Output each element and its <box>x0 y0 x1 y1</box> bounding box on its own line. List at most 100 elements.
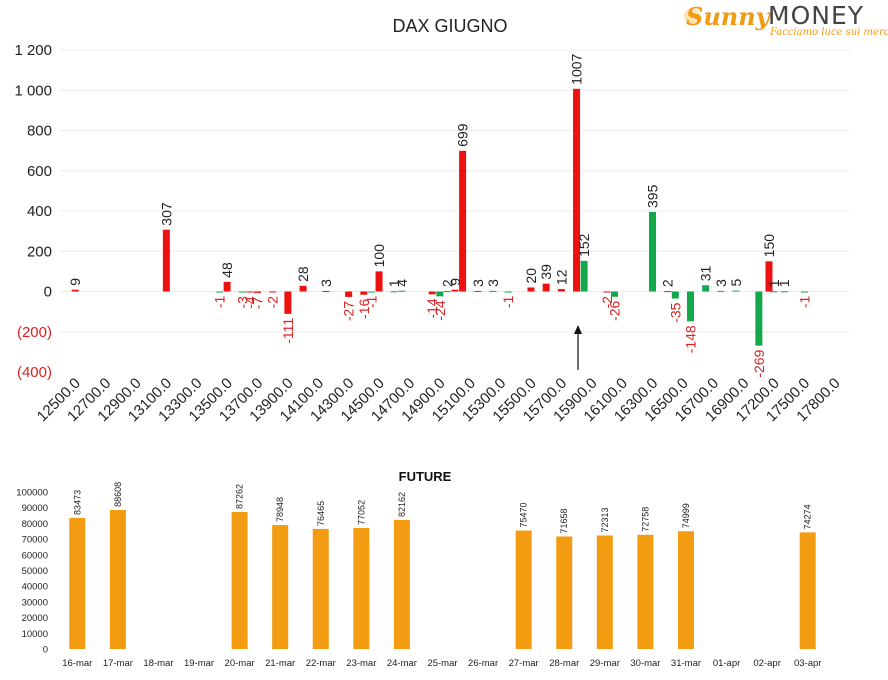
data-label: 3 <box>470 279 486 287</box>
data-label: -111 <box>280 318 296 344</box>
y-tick-label: 40000 <box>22 582 48 593</box>
bar <box>474 290 482 292</box>
bar <box>390 291 398 293</box>
x-tick-label: 19-mar <box>184 658 214 669</box>
data-label: 72758 <box>640 507 650 532</box>
y-tick-label: 1 000 <box>14 82 52 99</box>
data-label: -269 <box>751 349 767 377</box>
bar <box>299 285 307 292</box>
data-label: 1 <box>766 279 782 287</box>
y-tick-label: 20000 <box>22 613 48 624</box>
x-tick-label: 01-apr <box>713 658 740 669</box>
bar <box>269 291 277 293</box>
data-label: 71658 <box>559 508 569 533</box>
bar <box>686 291 694 322</box>
y-tick-label: 600 <box>27 163 52 180</box>
data-label: 72313 <box>600 507 610 532</box>
x-tick-label: 21-mar <box>265 658 295 669</box>
data-label: -7 <box>250 297 266 310</box>
x-tick-label: 31-mar <box>671 658 701 669</box>
bar <box>238 291 246 293</box>
data-label: 307 <box>158 202 174 226</box>
data-label: -4 <box>242 296 258 309</box>
bar <box>732 290 740 292</box>
dax-june-chart: DAX GIUGNO (400) (200) 0 200 400 600 800 1 000 1… <box>14 16 850 425</box>
bar <box>504 291 512 293</box>
data-label: -26 <box>607 301 623 321</box>
data-label: -2 <box>265 296 281 309</box>
data-label: 39 <box>538 264 554 280</box>
y-tick-label: 0 <box>43 645 48 656</box>
data-label: 2 <box>660 279 676 287</box>
annotation-arrow <box>574 325 582 370</box>
y-tick-label: 70000 <box>22 535 48 546</box>
x-tick-label: 20-mar <box>225 658 255 669</box>
data-label: 150 <box>761 234 777 258</box>
bar <box>436 291 444 297</box>
data-label: -1 <box>500 295 516 308</box>
data-label: -2 <box>599 296 615 309</box>
y-tick-label: 100000 <box>16 488 48 499</box>
data-label: 88608 <box>113 482 123 507</box>
x-tick-label: 26-mar <box>468 658 498 669</box>
data-label: 82162 <box>397 492 407 517</box>
bar <box>162 229 170 292</box>
x-tick-label: 17-mar <box>103 658 133 669</box>
data-label: 9 <box>67 278 83 286</box>
future-chart: FUTURE 0 10000 20000 30000 40000 50000 60000 70… <box>16 469 821 669</box>
data-label: 75470 <box>519 502 529 527</box>
x-tick-label: 30-mar <box>630 658 660 669</box>
bar <box>573 88 581 292</box>
data-label: -14 <box>424 298 440 318</box>
y-tick-label: 0 <box>44 284 52 301</box>
data-label: -27 <box>341 301 357 321</box>
y-tick-label: 800 <box>27 123 52 140</box>
x-tick-label: 28-mar <box>549 658 579 669</box>
data-label: 78948 <box>275 497 285 522</box>
y-tick-label: 1 200 <box>14 42 52 59</box>
bar <box>246 291 254 293</box>
bar <box>580 260 588 292</box>
data-label: 1 <box>776 279 792 287</box>
x-tick-label: 22-mar <box>306 658 336 669</box>
x-tick-label: 23-mar <box>346 658 376 669</box>
bar <box>393 520 410 649</box>
chart-title: FUTURE <box>399 469 452 484</box>
data-label: -24 <box>432 300 448 320</box>
x-tick-label: 18-mar <box>143 658 173 669</box>
y-tick-label: 400 <box>27 203 52 220</box>
bar <box>677 531 694 649</box>
data-label: -1 <box>212 295 228 308</box>
bar <box>800 291 808 293</box>
data-label: 74999 <box>681 503 691 528</box>
y-tick-label: 200 <box>27 243 52 260</box>
data-label: 87262 <box>235 484 245 509</box>
bar <box>322 290 330 292</box>
bar <box>367 291 375 293</box>
bar <box>780 291 788 293</box>
data-label: 9 <box>447 278 463 286</box>
data-label: 74274 <box>803 504 813 529</box>
x-tick-label: 02-apr <box>753 658 780 669</box>
data-label: 395 <box>645 184 661 208</box>
data-label: 20 <box>523 268 539 284</box>
chart-title: DAX GIUGNO <box>392 16 507 36</box>
bar <box>231 511 248 649</box>
bar <box>556 536 573 649</box>
data-label: 83473 <box>72 490 82 515</box>
data-label: 1007 <box>569 53 585 84</box>
data-label: 4 <box>394 279 410 287</box>
bar <box>557 289 565 292</box>
x-tick-label: 25-mar <box>427 658 457 669</box>
data-label: 699 <box>455 123 471 147</box>
bar <box>345 291 353 297</box>
y-tick-label: (400) <box>17 364 52 381</box>
data-label: 100 <box>371 244 387 268</box>
bar <box>312 528 329 649</box>
data-label: 5 <box>728 278 744 286</box>
bar <box>527 287 535 292</box>
bar <box>799 532 816 649</box>
bar <box>664 291 672 293</box>
bar <box>515 530 532 649</box>
bar <box>611 291 619 297</box>
